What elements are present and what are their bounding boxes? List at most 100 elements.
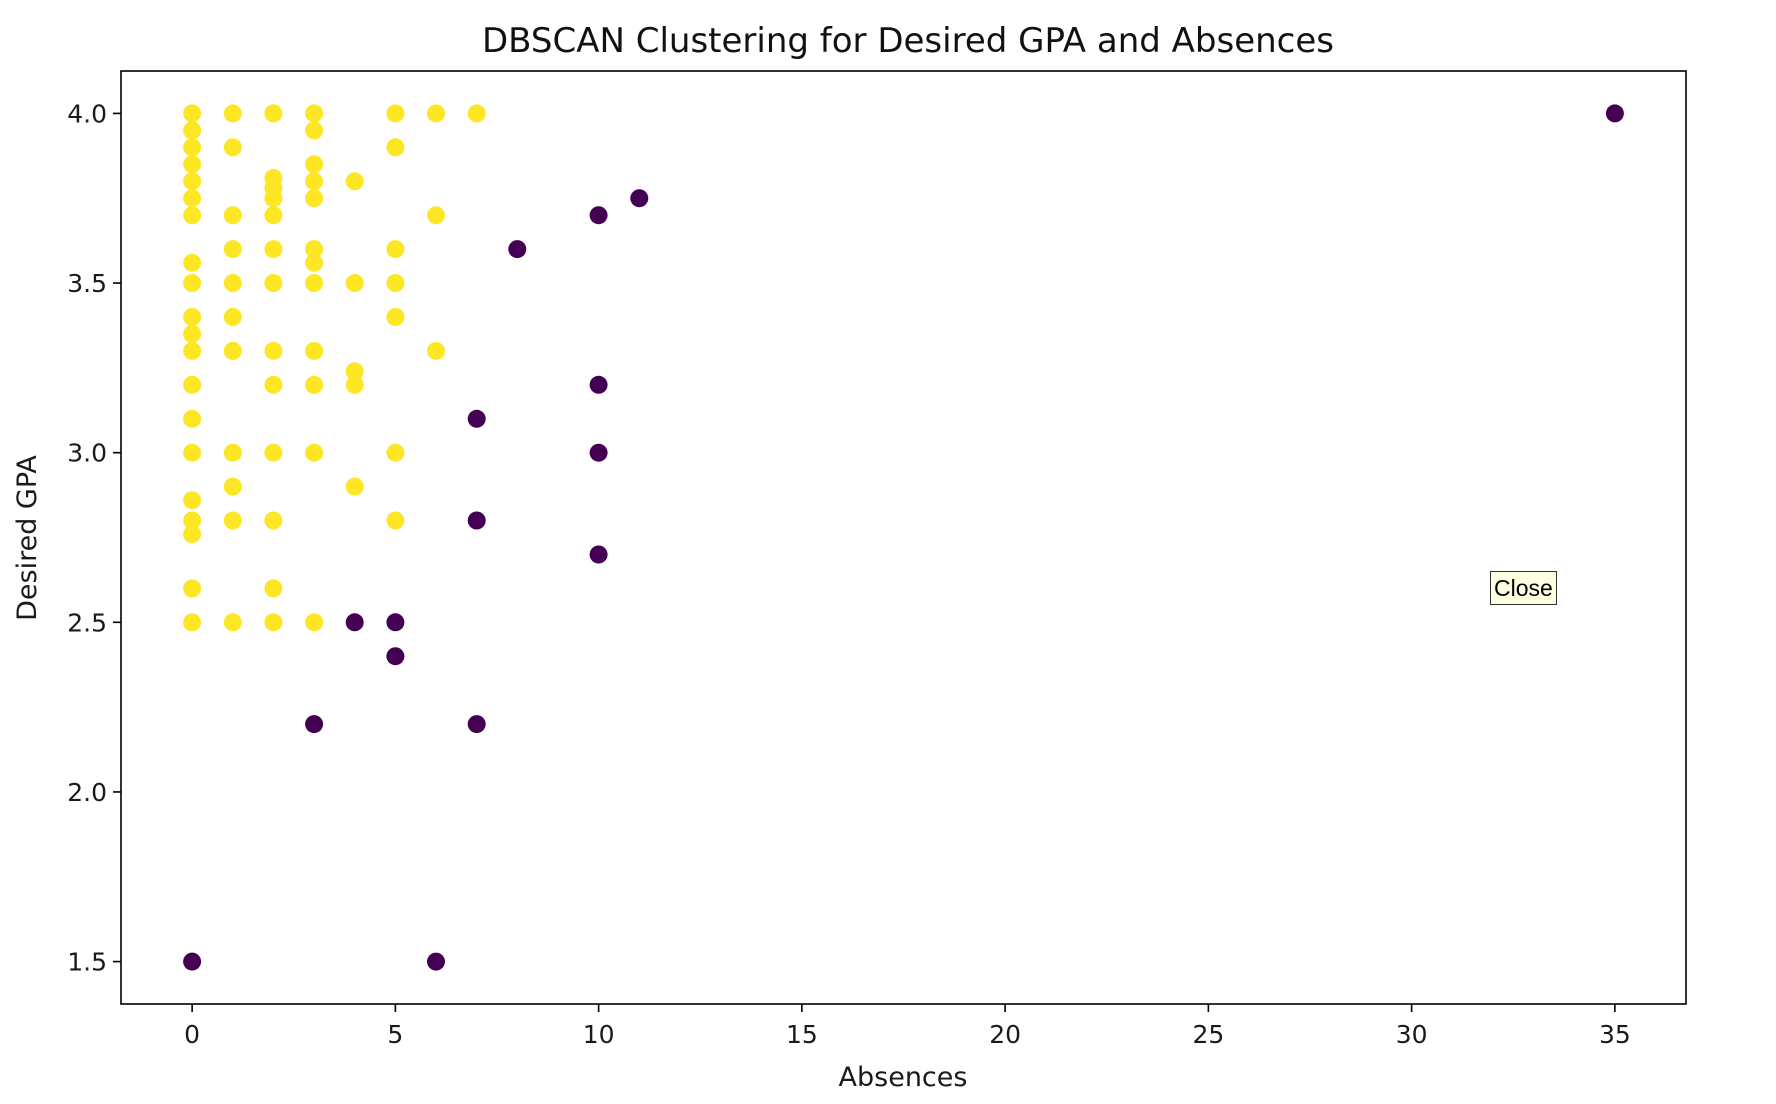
data-point — [223, 274, 242, 292]
data-point — [589, 206, 608, 225]
data-point — [223, 341, 242, 360]
data-point — [305, 104, 324, 123]
data-point — [223, 104, 242, 123]
data-point — [589, 545, 608, 564]
x-tick-label: 30 — [1396, 1020, 1428, 1049]
data-point — [183, 253, 202, 272]
data-point — [1605, 104, 1624, 123]
data-point — [427, 104, 445, 123]
data-point — [427, 952, 445, 971]
close-tooltip[interactable]: Close — [1490, 571, 1557, 605]
data-point — [305, 613, 324, 632]
data-point — [183, 104, 202, 123]
data-point — [183, 579, 202, 598]
data-point — [264, 443, 283, 462]
data-point — [183, 121, 202, 140]
x-axis: 0 5 10 15 20 25 30 35 — [184, 1004, 1631, 1049]
data-point — [183, 189, 202, 208]
data-point — [264, 375, 283, 394]
data-point — [264, 613, 283, 632]
data-point — [345, 362, 364, 381]
x-tick-label: 5 — [387, 1020, 403, 1049]
data-point — [183, 511, 202, 530]
data-point — [386, 613, 405, 632]
data-point — [183, 341, 202, 360]
data-point — [183, 491, 202, 510]
data-point — [305, 172, 324, 191]
data-point — [427, 341, 445, 360]
data-point — [223, 613, 242, 632]
data-point — [183, 155, 202, 174]
data-point — [223, 477, 242, 496]
data-point — [386, 443, 405, 462]
y-tick-label: 2.5 — [67, 608, 107, 637]
data-point — [183, 324, 202, 343]
data-point — [386, 511, 405, 530]
data-point — [183, 409, 202, 428]
data-point — [467, 715, 486, 734]
data-point — [223, 206, 242, 225]
data-point — [183, 308, 202, 326]
data-point — [345, 613, 364, 632]
x-tick-label: 10 — [583, 1020, 615, 1049]
y-tick-label: 2.0 — [67, 778, 107, 807]
data-point — [508, 240, 527, 259]
data-point — [305, 375, 324, 394]
data-point — [386, 308, 405, 326]
data-point — [305, 253, 324, 272]
data-point — [183, 375, 202, 394]
data-point — [305, 274, 324, 292]
y-axis-label: Desired GPA — [12, 455, 43, 621]
data-point — [345, 375, 364, 394]
data-point — [264, 579, 283, 598]
plot-area-frame — [120, 70, 1687, 1005]
data-point — [427, 206, 445, 225]
series-cluster-0 — [183, 104, 486, 632]
data-point — [183, 274, 202, 292]
x-tick-label: 20 — [989, 1020, 1021, 1049]
data-point — [183, 206, 202, 225]
y-tick-label: 3.5 — [67, 269, 107, 298]
data-point — [183, 613, 202, 632]
data-point — [386, 647, 405, 666]
data-point — [183, 443, 202, 462]
data-point — [386, 138, 405, 157]
data-point — [264, 189, 283, 208]
data-point — [223, 443, 242, 462]
data-point — [223, 511, 242, 530]
data-point — [183, 525, 202, 544]
data-point — [264, 104, 283, 123]
y-tick-label: 3.0 — [67, 439, 107, 468]
data-point — [467, 409, 486, 428]
data-point — [467, 104, 486, 123]
data-point — [264, 206, 283, 225]
x-tick-label: 35 — [1599, 1020, 1631, 1049]
data-point — [589, 375, 608, 394]
data-point — [264, 511, 283, 530]
data-point — [264, 341, 283, 360]
data-point — [264, 240, 283, 259]
series-noise — [183, 104, 1624, 971]
data-point — [223, 138, 242, 157]
data-point — [305, 341, 324, 360]
data-point — [183, 138, 202, 157]
x-tick-label: 0 — [184, 1020, 200, 1049]
y-axis: 1.5 2.0 2.5 3.0 3.5 4.0 — [67, 99, 121, 977]
data-point — [305, 189, 324, 208]
chart-title: DBSCAN Clustering for Desired GPA and Ab… — [482, 21, 1334, 61]
data-point — [386, 240, 405, 259]
points-layer — [183, 104, 1624, 971]
data-point — [183, 172, 202, 191]
data-point — [305, 443, 324, 462]
data-point — [264, 274, 283, 292]
x-tick-label: 15 — [786, 1020, 818, 1049]
data-point — [345, 274, 364, 292]
data-point — [386, 274, 405, 292]
data-point — [305, 121, 324, 140]
x-tick-label: 25 — [1192, 1020, 1224, 1049]
x-axis-label: Absences — [839, 1062, 968, 1093]
data-point — [223, 240, 242, 259]
data-point — [386, 104, 405, 123]
